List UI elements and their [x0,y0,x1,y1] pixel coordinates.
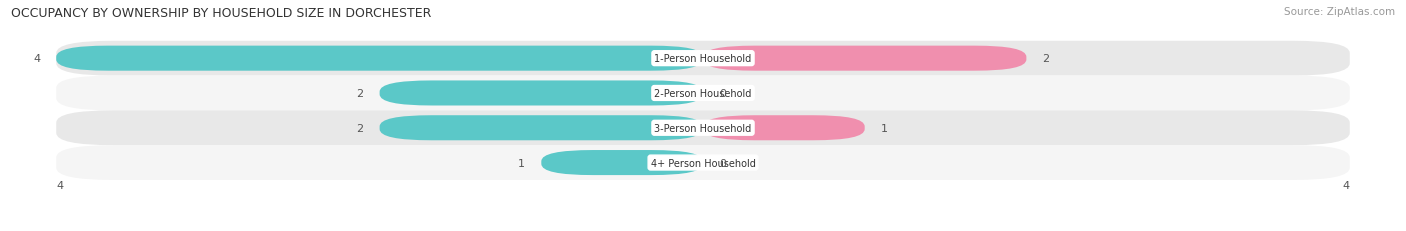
Text: 2: 2 [1043,54,1050,64]
Text: 4: 4 [32,54,41,64]
Text: 2: 2 [356,123,363,133]
Text: 3-Person Household: 3-Person Household [654,123,752,133]
Text: 1: 1 [880,123,887,133]
Text: 0: 0 [720,158,725,168]
FancyBboxPatch shape [703,46,1026,71]
FancyBboxPatch shape [703,116,865,141]
FancyBboxPatch shape [56,76,1350,111]
Text: OCCUPANCY BY OWNERSHIP BY HOUSEHOLD SIZE IN DORCHESTER: OCCUPANCY BY OWNERSHIP BY HOUSEHOLD SIZE… [11,7,432,20]
FancyBboxPatch shape [541,150,703,175]
Text: 1: 1 [519,158,526,168]
Text: 2: 2 [356,88,363,99]
Text: 4: 4 [1343,180,1350,190]
Text: 4+ Person Household: 4+ Person Household [651,158,755,168]
FancyBboxPatch shape [380,81,703,106]
FancyBboxPatch shape [56,111,1350,146]
Text: 0: 0 [720,88,725,99]
FancyBboxPatch shape [380,116,703,141]
FancyBboxPatch shape [56,42,1350,76]
Text: 2-Person Household: 2-Person Household [654,88,752,99]
Text: Source: ZipAtlas.com: Source: ZipAtlas.com [1284,7,1395,17]
FancyBboxPatch shape [56,146,1350,180]
FancyBboxPatch shape [56,46,703,71]
Text: 1-Person Household: 1-Person Household [654,54,752,64]
Text: 4: 4 [56,180,63,190]
